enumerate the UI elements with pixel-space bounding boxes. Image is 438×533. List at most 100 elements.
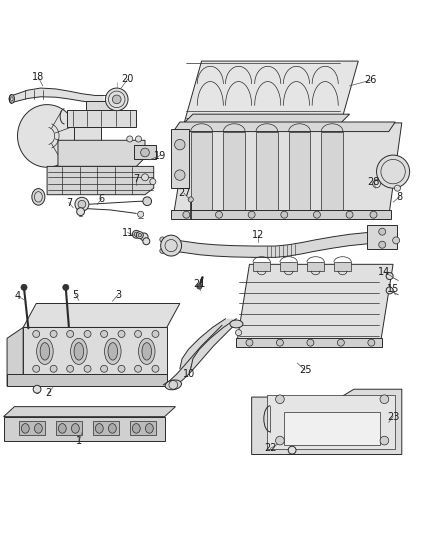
Polygon shape [184,61,358,123]
Circle shape [138,211,144,217]
Ellipse shape [37,338,53,365]
Circle shape [143,238,150,245]
Polygon shape [321,132,343,215]
Polygon shape [163,325,234,385]
Circle shape [175,170,185,180]
Circle shape [21,284,27,290]
Ellipse shape [230,320,243,328]
Polygon shape [253,262,270,271]
Circle shape [63,284,69,290]
Text: 23: 23 [387,411,399,422]
Circle shape [134,232,138,237]
Ellipse shape [95,424,103,433]
Circle shape [379,228,386,235]
Polygon shape [23,327,167,375]
Circle shape [248,211,255,218]
Circle shape [188,197,193,202]
Text: 20: 20 [121,75,134,84]
Text: 21: 21 [193,279,205,289]
Polygon shape [56,421,82,435]
Circle shape [288,446,296,454]
Ellipse shape [138,338,155,365]
Polygon shape [284,413,380,445]
Polygon shape [7,327,23,386]
Circle shape [106,88,128,111]
Circle shape [152,330,159,337]
Circle shape [377,155,410,188]
Circle shape [215,211,223,218]
Ellipse shape [108,343,117,360]
Polygon shape [74,127,102,144]
Text: 11: 11 [121,228,134,238]
Polygon shape [180,319,237,369]
Ellipse shape [21,424,29,433]
Polygon shape [223,132,245,215]
Text: 12: 12 [252,230,265,240]
Polygon shape [173,122,395,132]
Polygon shape [134,144,156,158]
Circle shape [101,365,108,372]
Polygon shape [86,101,115,110]
Text: 1: 1 [76,437,82,447]
Circle shape [161,235,182,256]
Circle shape [246,339,253,346]
Circle shape [183,211,190,218]
Text: 25: 25 [299,365,311,375]
Circle shape [281,211,288,218]
Circle shape [276,436,284,445]
Circle shape [140,233,148,241]
Circle shape [136,232,143,239]
Text: 19: 19 [154,150,166,160]
Circle shape [380,395,389,403]
Ellipse shape [58,424,66,433]
Circle shape [84,330,91,337]
Circle shape [33,365,40,372]
Circle shape [160,237,165,242]
Circle shape [143,197,152,206]
Text: 14: 14 [378,266,391,277]
Circle shape [314,211,321,218]
Circle shape [118,330,125,337]
Polygon shape [191,132,212,215]
Ellipse shape [109,424,116,433]
Circle shape [134,365,141,372]
Text: 7: 7 [66,198,72,207]
Polygon shape [307,262,324,271]
Polygon shape [18,104,77,167]
Circle shape [380,436,389,445]
Circle shape [67,365,74,372]
Polygon shape [237,264,393,346]
Circle shape [141,174,148,181]
Ellipse shape [132,424,140,433]
Polygon shape [171,130,188,188]
Circle shape [370,211,377,218]
Circle shape [373,180,381,188]
Circle shape [84,365,91,372]
Text: 5: 5 [72,290,78,300]
Text: 22: 22 [264,443,277,454]
Polygon shape [4,417,165,441]
Circle shape [113,95,121,104]
Polygon shape [58,140,145,166]
Text: 2: 2 [45,387,52,398]
Circle shape [276,339,283,346]
Circle shape [50,365,57,372]
Circle shape [132,230,140,238]
Circle shape [394,185,400,191]
Ellipse shape [142,343,152,360]
Polygon shape [236,338,382,347]
Circle shape [50,330,57,337]
Text: 27: 27 [178,188,191,198]
Polygon shape [4,407,176,417]
Polygon shape [367,225,397,249]
Circle shape [67,330,74,337]
Circle shape [197,284,202,289]
Polygon shape [67,110,136,127]
Circle shape [160,248,165,254]
Circle shape [379,241,386,248]
Circle shape [135,136,141,142]
Circle shape [392,237,399,244]
Polygon shape [19,421,45,435]
Circle shape [386,287,393,294]
Circle shape [175,140,185,150]
